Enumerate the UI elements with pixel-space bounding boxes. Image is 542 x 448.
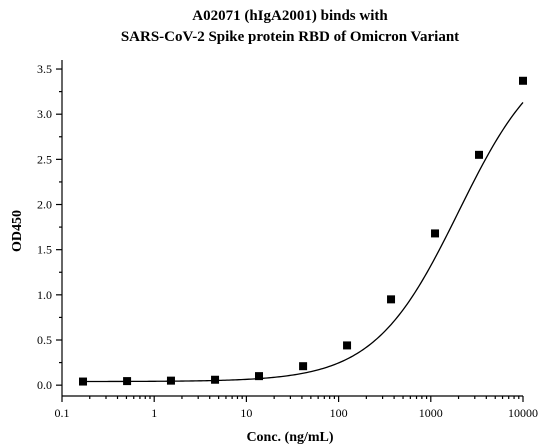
data-point (299, 362, 308, 371)
data-point (79, 377, 88, 386)
y-tick-label: 2.5 (37, 152, 52, 166)
x-tick-label: 1000 (419, 406, 443, 420)
y-tick-label: 1.5 (37, 243, 52, 257)
x-tick-label: 10000 (508, 406, 538, 420)
data-point (123, 377, 132, 386)
y-tick-label: 0.0 (37, 378, 52, 392)
data-point (255, 372, 264, 381)
data-point (387, 295, 396, 304)
x-tick-label: 1 (151, 406, 157, 420)
x-tick-label: 10 (240, 406, 252, 420)
y-tick-label: 3.0 (37, 107, 52, 121)
data-point (166, 376, 175, 385)
chart-title-line-2: SARS-CoV-2 Spike protein RBD of Omicron … (121, 29, 459, 45)
y-tick-label: 1.0 (37, 288, 52, 302)
x-tick-label: 0.1 (55, 406, 70, 420)
data-point (475, 150, 484, 159)
y-tick-label: 0.5 (37, 333, 52, 347)
x-tick-label: 100 (330, 406, 348, 420)
data-point (343, 341, 352, 350)
chart-title-line-1: A02071 (hIgA2001) binds with (192, 8, 388, 24)
fit-curve (83, 102, 524, 383)
data-points (79, 76, 527, 386)
y-tick-label: 2.0 (37, 198, 52, 212)
x-axis-ticks: 0.1 1 10 100 1000 10000 (55, 396, 538, 420)
y-axis-ticks: 0.0 0.5 1.0 1.5 2.0 2.5 3.0 3.5 (37, 62, 62, 392)
y-axis-label: OD450 (10, 210, 25, 252)
y-tick-label: 3.5 (37, 62, 52, 76)
axes (61, 60, 523, 397)
data-point (211, 375, 220, 384)
data-point (431, 229, 440, 238)
x-axis-label: Conc. (ng/mL) (246, 430, 333, 445)
data-point (519, 76, 527, 85)
